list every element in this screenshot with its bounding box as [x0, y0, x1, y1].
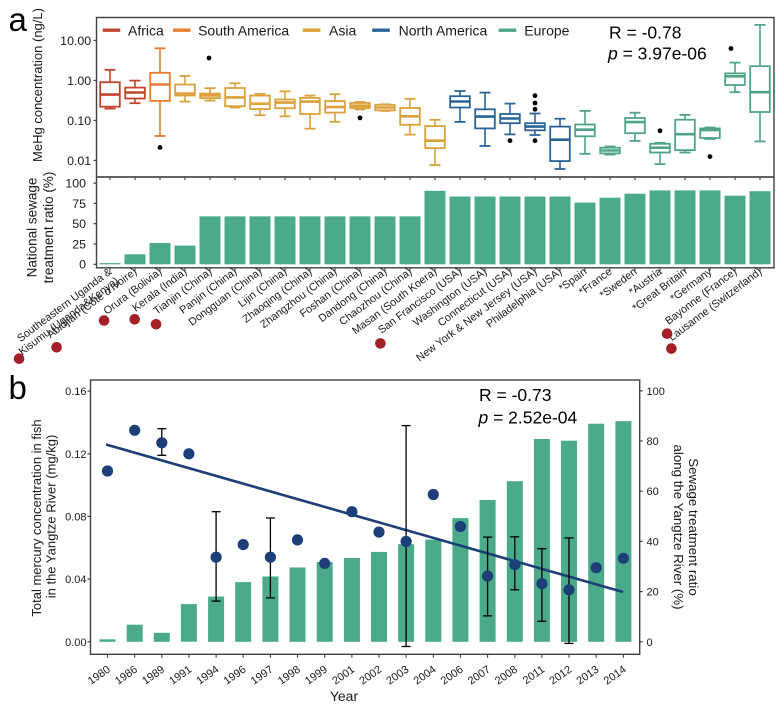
- svg-text:0.10: 0.10: [67, 114, 91, 128]
- svg-text:R = -0.78: R = -0.78: [609, 23, 681, 43]
- svg-text:a: a: [9, 1, 28, 38]
- svg-text:b: b: [9, 369, 27, 406]
- svg-text:MeHg concentration (ng/L): MeHg concentration (ng/L): [30, 8, 45, 162]
- svg-text:100: 100: [647, 386, 665, 398]
- svg-text:0: 0: [79, 258, 86, 272]
- svg-text:National sewage: National sewage: [25, 178, 40, 278]
- svg-text:2001: 2001: [330, 664, 357, 688]
- svg-text:1996: 1996: [222, 664, 249, 688]
- svg-text:Europe: Europe: [524, 23, 569, 39]
- svg-text:10.00: 10.00: [60, 34, 91, 48]
- svg-text:2008: 2008: [493, 664, 520, 688]
- svg-text:0.08: 0.08: [65, 511, 86, 523]
- svg-text:2004: 2004: [412, 664, 439, 688]
- svg-text:along the Yangtze River (%): along the Yangtze River (%): [671, 444, 686, 609]
- svg-text:Year: Year: [330, 688, 359, 704]
- svg-text:Sewage treatment ratio: Sewage treatment ratio: [686, 458, 701, 595]
- svg-text:75: 75: [72, 197, 86, 211]
- svg-text:0.16: 0.16: [65, 386, 86, 398]
- svg-text:50: 50: [72, 217, 86, 231]
- svg-text:2007: 2007: [466, 664, 493, 688]
- svg-text:2012: 2012: [547, 664, 574, 688]
- svg-text:0.01: 0.01: [67, 154, 91, 168]
- svg-text:Total mercury concentration in: Total mercury concentration in fish: [29, 419, 44, 616]
- svg-text:0: 0: [647, 637, 653, 649]
- svg-text:1989: 1989: [140, 664, 167, 688]
- svg-text:2014: 2014: [602, 664, 629, 688]
- svg-text:0.00: 0.00: [65, 637, 86, 649]
- svg-text:1994: 1994: [194, 664, 221, 688]
- svg-text:1997: 1997: [249, 664, 276, 688]
- svg-text:South America: South America: [198, 23, 289, 39]
- svg-text:20: 20: [647, 587, 659, 599]
- svg-text:0.04: 0.04: [65, 574, 86, 586]
- svg-text:60: 60: [647, 486, 659, 498]
- svg-text:1998: 1998: [276, 664, 303, 688]
- svg-text:1986: 1986: [113, 664, 140, 688]
- svg-text:R = -0.73: R = -0.73: [479, 385, 551, 405]
- svg-text:p = 2.52e-04: p = 2.52e-04: [478, 408, 578, 428]
- svg-text:0.12: 0.12: [65, 449, 86, 461]
- svg-text:p = 3.97e-06: p = 3.97e-06: [607, 44, 707, 64]
- svg-text:2002: 2002: [357, 664, 384, 688]
- svg-text:2006: 2006: [439, 664, 466, 688]
- svg-text:100: 100: [65, 177, 86, 191]
- svg-text:1980: 1980: [86, 664, 113, 688]
- svg-text:1999: 1999: [303, 664, 330, 688]
- svg-text:Africa: Africa: [128, 23, 164, 39]
- svg-text:2011: 2011: [521, 664, 547, 687]
- svg-text:Asia: Asia: [329, 23, 356, 39]
- svg-text:North America: North America: [399, 23, 488, 39]
- svg-text:in the Yangtze River (mg/kg): in the Yangtze River (mg/kg): [43, 435, 58, 599]
- svg-text:2003: 2003: [384, 664, 411, 688]
- svg-text:treatment ratio (%): treatment ratio (%): [41, 172, 56, 284]
- svg-text:40: 40: [647, 536, 659, 548]
- svg-text:1.00: 1.00: [67, 74, 91, 88]
- svg-text:1991: 1991: [167, 664, 194, 688]
- svg-text:80: 80: [647, 436, 659, 448]
- svg-text:2013: 2013: [574, 664, 601, 688]
- svg-text:25: 25: [72, 237, 86, 251]
